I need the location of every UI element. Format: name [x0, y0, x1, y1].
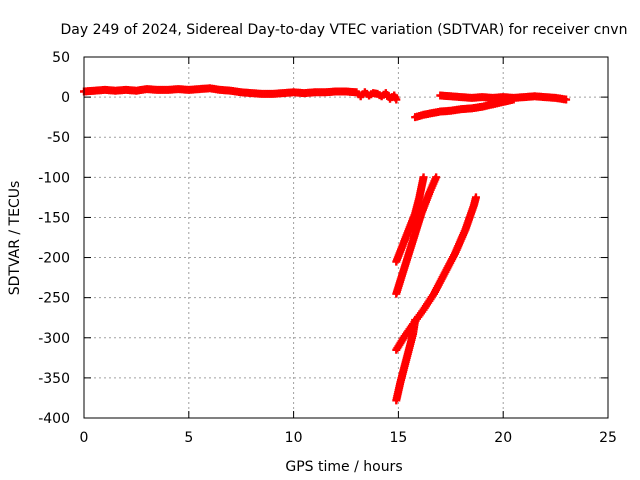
data-series-1: [80, 84, 401, 104]
data-point: [411, 316, 420, 325]
data-points: [80, 84, 571, 405]
data-point: [419, 173, 428, 182]
y-tick-label: 0: [61, 90, 70, 106]
data-point: [392, 95, 401, 104]
x-tick-label: 25: [599, 430, 617, 446]
y-tick-label: -250: [38, 291, 70, 307]
plot-frame: [83, 56, 609, 419]
x-tick-label: 20: [494, 430, 512, 446]
x-tick-label: 10: [285, 430, 303, 446]
y-tick-label: 50: [52, 50, 70, 66]
data-point: [432, 173, 441, 182]
tick-labels: 0 5 10 15 20 25 50 0 -50 -100 -150 -200 -250 -300 -350…: [38, 50, 617, 446]
data-point: [471, 193, 480, 202]
x-tick-label: 0: [80, 430, 89, 446]
data-series-4: [392, 173, 428, 266]
data-point: [562, 95, 571, 104]
y-tick-label: -300: [38, 331, 70, 347]
data-series-3: [436, 91, 571, 104]
y-tick-label: -50: [47, 130, 70, 146]
x-axis-label: GPS time / hours: [285, 459, 402, 475]
y-tick-label: -200: [38, 251, 70, 267]
data-series-6: [392, 193, 480, 354]
y-tick-label: -400: [38, 411, 70, 427]
y-tick-label: -350: [38, 371, 70, 387]
x-tick-label: 15: [389, 430, 407, 446]
chart-title: Day 249 of 2024, Sidereal Day-to-day VTE…: [61, 22, 628, 38]
data-series-7: [392, 316, 420, 405]
y-tick-label: -150: [38, 210, 70, 226]
x-tick-label: 5: [184, 430, 193, 446]
y-tick-label: -100: [38, 170, 70, 186]
y-axis-label: SDTVAR / TECUs: [7, 181, 23, 296]
data-series-5: [392, 173, 441, 298]
